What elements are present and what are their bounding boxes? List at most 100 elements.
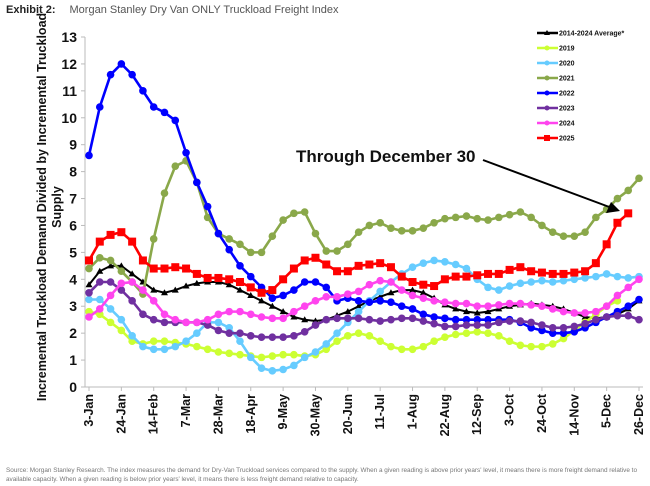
data-point	[279, 291, 287, 300]
data-point	[139, 286, 147, 294]
data-point	[484, 315, 492, 324]
x-tick-label: 9-May	[276, 394, 290, 429]
x-tick-label: 22-Aug	[438, 394, 452, 436]
y-tick-label: 11	[62, 83, 77, 99]
y-tick-label: 1	[69, 352, 77, 368]
data-point	[570, 232, 579, 241]
data-point	[441, 258, 449, 266]
data-point	[160, 345, 169, 354]
data-point	[527, 301, 535, 309]
data-point	[279, 275, 288, 284]
data-point	[365, 280, 374, 289]
data-point	[117, 267, 126, 276]
data-point	[462, 272, 471, 281]
annotation-text: Through December 30	[296, 147, 476, 166]
data-point	[236, 350, 244, 359]
data-point	[128, 297, 136, 305]
data-point	[290, 307, 298, 316]
data-point	[419, 317, 428, 325]
data-point	[149, 264, 158, 273]
data-point	[462, 264, 471, 273]
data-point	[419, 342, 428, 351]
data-point	[160, 108, 169, 117]
data-point	[495, 318, 503, 327]
data-point	[516, 263, 525, 272]
data-point	[106, 291, 115, 300]
data-point	[376, 297, 384, 305]
data-point	[300, 353, 309, 362]
exhibit-title: Morgan Stanley Dry Van ONLY Truckload Fr…	[69, 4, 339, 16]
data-point	[279, 365, 287, 374]
data-point	[538, 321, 546, 329]
data-point	[300, 302, 309, 311]
data-point	[495, 332, 503, 340]
data-point	[559, 276, 568, 285]
series-line	[89, 259, 640, 373]
data-point	[408, 263, 417, 271]
data-point	[462, 299, 471, 308]
data-point	[322, 283, 331, 292]
data-point	[214, 229, 223, 238]
data-point	[624, 283, 633, 292]
data-point	[376, 276, 384, 285]
series-line	[87, 62, 640, 335]
data-point	[441, 322, 449, 331]
data-point	[376, 259, 385, 268]
data-point	[548, 278, 557, 286]
data-point	[354, 261, 363, 270]
data-point	[354, 297, 363, 305]
legend-marker	[544, 120, 550, 126]
data-point	[182, 148, 190, 157]
data-point	[354, 228, 363, 236]
data-point	[408, 345, 417, 354]
data-point	[441, 298, 449, 306]
data-point	[581, 228, 589, 236]
data-point	[246, 353, 255, 362]
data-point	[419, 294, 428, 302]
legend-marker	[544, 135, 550, 141]
data-point	[128, 237, 137, 246]
data-point	[570, 275, 579, 284]
y-tick-label: 6	[69, 217, 77, 233]
data-point	[149, 235, 158, 243]
data-point	[333, 337, 341, 346]
data-point	[236, 262, 244, 270]
data-point	[613, 272, 622, 281]
data-point	[246, 310, 255, 319]
data-point	[117, 262, 125, 269]
y-tick-label: 0	[69, 379, 77, 395]
data-point	[95, 237, 104, 246]
data-point	[430, 337, 438, 346]
data-point	[495, 301, 503, 309]
data-point	[139, 342, 147, 351]
data-point	[85, 264, 93, 273]
data-point	[95, 253, 104, 262]
data-point	[149, 315, 158, 324]
data-point	[548, 228, 557, 236]
x-tick-label: 12-Sep	[470, 394, 484, 435]
legend-label: 2020	[559, 61, 575, 68]
data-point	[95, 305, 104, 313]
data-point	[387, 298, 395, 306]
data-point	[257, 313, 266, 321]
data-point	[419, 259, 428, 267]
series-line	[88, 278, 640, 324]
data-point	[300, 278, 309, 286]
data-point	[193, 178, 201, 187]
series-line	[88, 159, 640, 296]
data-point	[527, 278, 535, 286]
data-point	[268, 333, 277, 341]
data-point	[171, 263, 180, 272]
data-point	[128, 332, 136, 340]
data-point	[311, 297, 320, 305]
data-point	[344, 308, 352, 315]
x-tick-label: 14-Nov	[567, 394, 581, 436]
data-point	[225, 329, 233, 337]
data-point	[322, 340, 331, 348]
data-point	[322, 247, 331, 255]
data-point	[149, 297, 158, 305]
data-point	[635, 295, 643, 304]
series-line	[88, 264, 640, 323]
data-point	[354, 307, 363, 316]
